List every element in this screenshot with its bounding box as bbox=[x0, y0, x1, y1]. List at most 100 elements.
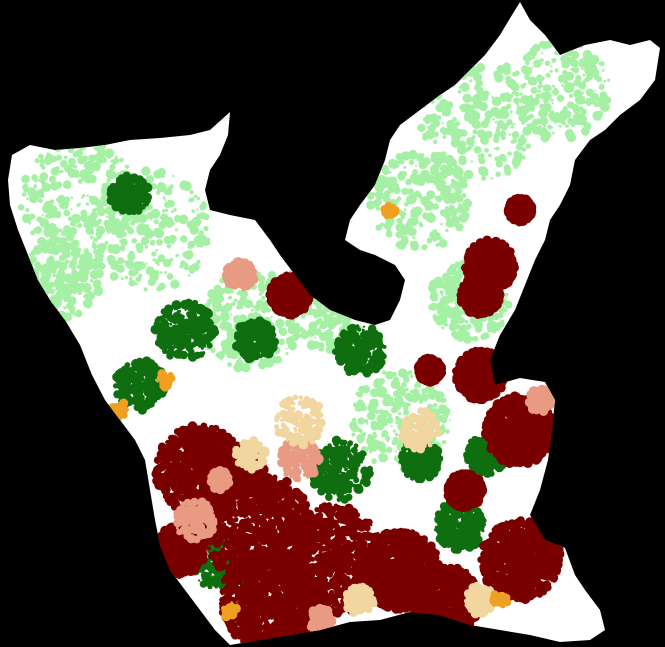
light-green-patch bbox=[484, 148, 489, 153]
light-green-patch bbox=[287, 326, 296, 335]
dark-green-patch bbox=[190, 302, 196, 308]
dark-green-patch bbox=[426, 459, 433, 466]
light-green-patch bbox=[575, 74, 582, 82]
dark-green-patch bbox=[177, 318, 188, 329]
dark-green-patch bbox=[172, 312, 180, 319]
light-green-patch bbox=[480, 333, 488, 341]
light-green-patch bbox=[550, 65, 553, 68]
light-green-patch bbox=[442, 193, 450, 200]
light-green-patch bbox=[159, 271, 163, 274]
dark-green-patch bbox=[174, 308, 177, 311]
dark-green-patch bbox=[351, 356, 355, 360]
light-green-patch bbox=[561, 84, 564, 87]
light-green-patch bbox=[120, 277, 124, 281]
dark-green-patch bbox=[179, 350, 188, 360]
light-green-patch bbox=[552, 131, 555, 135]
light-green-patch bbox=[457, 328, 466, 338]
light-green-patch bbox=[583, 117, 588, 121]
light-green-patch bbox=[514, 131, 518, 134]
dark-green-patch bbox=[449, 510, 453, 514]
light-green-patch bbox=[487, 316, 493, 322]
light-green-patch bbox=[316, 317, 324, 325]
light-green-patch bbox=[86, 194, 89, 197]
light-green-patch bbox=[436, 301, 446, 311]
light-green-patch bbox=[516, 105, 523, 112]
light-green-patch bbox=[478, 157, 486, 165]
dark-green-patch bbox=[127, 201, 134, 207]
light-green-patch bbox=[120, 238, 128, 246]
dark-green-patch bbox=[131, 359, 140, 369]
light-green-patch bbox=[28, 222, 32, 225]
light-green-patch bbox=[404, 225, 409, 229]
light-green-patch bbox=[215, 352, 220, 358]
light-green-patch bbox=[313, 312, 319, 318]
light-green-patch bbox=[223, 303, 233, 312]
dark-green-patch bbox=[137, 177, 146, 187]
light-green-patch bbox=[593, 67, 598, 72]
dark-green-patch bbox=[204, 326, 211, 333]
dark-green-patch bbox=[369, 332, 374, 337]
dark-green-patch bbox=[352, 327, 357, 332]
light-green-patch bbox=[251, 308, 254, 312]
dark-green-patch bbox=[186, 321, 196, 331]
light-green-patch bbox=[259, 358, 266, 365]
dark-green-patch bbox=[124, 196, 129, 201]
light-green-patch bbox=[162, 196, 166, 200]
light-green-patch bbox=[374, 398, 378, 402]
dark-green-patch bbox=[334, 339, 343, 348]
light-green-patch bbox=[200, 201, 207, 208]
light-green-patch bbox=[56, 154, 62, 161]
light-green-patch bbox=[510, 125, 514, 129]
light-green-patch bbox=[394, 450, 397, 453]
light-green-patch bbox=[580, 81, 583, 84]
light-green-patch bbox=[39, 217, 50, 228]
light-green-patch bbox=[580, 108, 587, 116]
dark-green-patch bbox=[126, 206, 135, 215]
dark-green-patch bbox=[361, 468, 370, 477]
light-green-patch bbox=[540, 118, 548, 126]
light-green-patch bbox=[541, 102, 552, 113]
light-green-patch bbox=[110, 228, 118, 235]
light-green-patch bbox=[34, 261, 41, 269]
light-green-patch bbox=[451, 323, 457, 329]
light-green-patch bbox=[560, 78, 565, 83]
light-green-patch bbox=[220, 324, 227, 331]
light-green-patch bbox=[233, 298, 238, 303]
light-green-patch bbox=[418, 399, 424, 404]
light-green-patch bbox=[396, 241, 403, 249]
dark-green-patch bbox=[475, 436, 483, 444]
light-green-patch bbox=[177, 215, 182, 220]
light-green-patch bbox=[158, 259, 161, 262]
light-green-patch bbox=[383, 221, 392, 230]
light-green-patch bbox=[64, 259, 70, 264]
light-green-patch bbox=[375, 204, 380, 209]
light-green-patch bbox=[153, 219, 159, 225]
light-green-patch bbox=[523, 82, 527, 87]
light-green-patch bbox=[324, 316, 332, 324]
light-green-patch bbox=[67, 216, 73, 222]
light-green-patch bbox=[581, 91, 584, 95]
dark-green-patch bbox=[180, 314, 185, 319]
light-green-patch bbox=[418, 159, 428, 170]
light-green-patch bbox=[26, 197, 29, 201]
dark-green-patch bbox=[377, 353, 383, 360]
light-green-patch bbox=[357, 417, 365, 425]
light-green-patch bbox=[191, 209, 196, 214]
dark-green-patch bbox=[472, 543, 476, 548]
light-green-patch bbox=[504, 299, 507, 302]
light-green-patch bbox=[460, 208, 468, 216]
light-green-patch bbox=[565, 89, 568, 93]
dark-green-patch bbox=[113, 198, 123, 208]
light-green-patch bbox=[462, 198, 472, 208]
light-green-patch bbox=[30, 249, 37, 256]
dark-green-patch bbox=[363, 342, 372, 350]
light-green-patch bbox=[440, 223, 443, 226]
dark-green-patch bbox=[353, 443, 359, 449]
light-green-patch bbox=[441, 426, 446, 431]
light-green-patch bbox=[506, 119, 513, 126]
light-green-patch bbox=[375, 224, 382, 231]
dark-green-patch bbox=[184, 309, 187, 312]
light-green-patch bbox=[146, 212, 153, 219]
light-green-patch bbox=[455, 121, 460, 127]
light-green-patch bbox=[385, 446, 393, 454]
